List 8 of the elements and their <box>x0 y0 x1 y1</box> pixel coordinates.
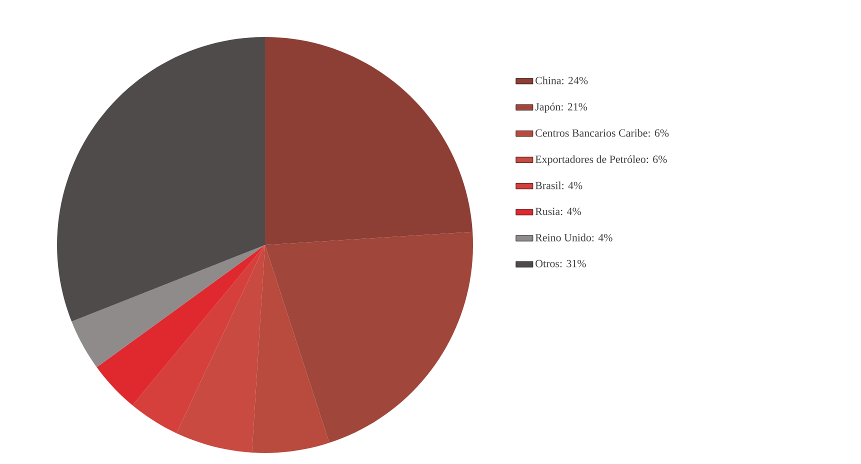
legend-label: Centros Bancarios Caribe: 6% <box>536 129 669 137</box>
legend-label: Rusia: 4% <box>535 208 582 216</box>
legend-label: Brasil: 4% <box>535 182 582 190</box>
legend-label: Otros: 31% <box>536 260 586 268</box>
legend-label: China: 24% <box>536 76 588 84</box>
legend-label: Reino Unido: 4% <box>535 234 612 242</box>
legend-label: Japón: 21% <box>535 102 588 113</box>
legend-label: Exportadores de Petróleo: 6% <box>535 155 667 166</box>
